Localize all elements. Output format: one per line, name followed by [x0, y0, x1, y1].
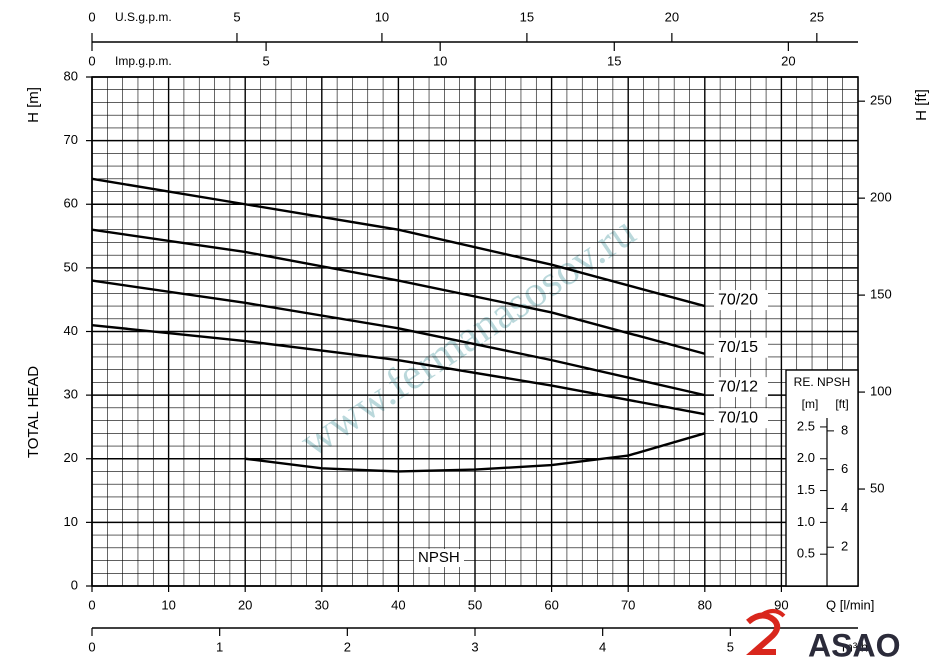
series-label-bg — [714, 408, 768, 429]
top-tick-label: 0 — [88, 53, 95, 68]
curve — [91, 228, 706, 355]
top-tick-label: 15 — [607, 53, 621, 68]
x-tick-label: 30 — [315, 597, 329, 612]
bottom-tick-label: 0 — [88, 639, 95, 654]
y-tick-label: 50 — [64, 259, 78, 274]
bottom-tick-label: 1 — [216, 639, 223, 654]
inset-title: RE. NPSH — [794, 375, 851, 389]
top-tick-label: 20 — [665, 9, 679, 24]
plot-frame — [91, 76, 859, 587]
inset-y-tick-label: 1.0 — [797, 514, 815, 529]
series-label: 70/15 — [718, 339, 758, 356]
y-tick-label: 40 — [64, 323, 78, 338]
x-axis-title: Q [l/min] — [826, 597, 874, 612]
npsh-label-bg — [414, 549, 464, 567]
logo-icon — [746, 612, 781, 655]
inset-y-tick-label: 0.5 — [797, 546, 815, 561]
y-axis-title: TOTAL HEAD — [25, 366, 42, 458]
series-label-bg — [714, 377, 768, 398]
x-tick-label: 20 — [238, 597, 252, 612]
inset-y2-tick-label: 4 — [841, 500, 848, 515]
bottom-tick-label: 4 — [599, 639, 606, 654]
series-label: 70/10 — [718, 409, 758, 426]
curve — [245, 432, 706, 473]
x-tick-label: 50 — [468, 597, 482, 612]
inset-y2-tick-label: 2 — [841, 539, 848, 554]
bottom-tick-label: 5 — [727, 639, 734, 654]
series-label-bg — [714, 337, 768, 358]
series-label: 70/12 — [718, 378, 758, 395]
y-tick-label: 60 — [64, 196, 78, 211]
y2-tick-label: 100 — [870, 384, 892, 399]
inset-y2-tick-label: 8 — [841, 422, 848, 437]
y-tick-label: 80 — [64, 68, 78, 83]
top-tick-label: 25 — [810, 9, 824, 24]
bottom-axis-title: m³/h — [842, 639, 868, 654]
y2-tick-label: 250 — [870, 93, 892, 108]
top-tick-label: 15 — [520, 9, 534, 24]
top-axis-title: U.S.g.p.m. — [115, 10, 172, 24]
top-tick-label: 5 — [262, 53, 269, 68]
x-tick-label: 0 — [88, 597, 95, 612]
top-tick-label: 10 — [433, 53, 447, 68]
y2-axis-title: H [ft] — [913, 89, 930, 121]
bottom-tick-label: 2 — [344, 639, 351, 654]
series-label: 70/20 — [718, 291, 758, 308]
curve — [91, 279, 706, 397]
top-tick-label: 10 — [375, 9, 389, 24]
inset-y-tick-label: 2.0 — [797, 450, 815, 465]
logo-text: ASAO — [808, 627, 900, 662]
top-tick-label: 20 — [781, 53, 795, 68]
npsh-label: NPSH — [418, 549, 460, 566]
y2-tick-label: 50 — [870, 480, 884, 495]
inset-y-tick-label: 2.5 — [797, 418, 815, 433]
x-tick-label: 70 — [621, 597, 635, 612]
bottom-tick-label: 3 — [471, 639, 478, 654]
y-tick-label: 10 — [64, 514, 78, 529]
inset-y2-title: [ft] — [835, 397, 848, 411]
y-axis-title: H [m] — [25, 87, 42, 123]
inset-y2-tick-label: 6 — [841, 461, 848, 476]
logo-icon — [758, 609, 786, 618]
y2-tick-label: 150 — [870, 287, 892, 302]
inset-box — [785, 369, 859, 587]
logo: ASAO — [746, 609, 900, 662]
y-tick-label: 30 — [64, 387, 78, 402]
y2-tick-label: 200 — [870, 190, 892, 205]
inset-y-tick-label: 1.5 — [797, 482, 815, 497]
top-tick-label: 5 — [233, 9, 240, 24]
series-label-bg — [714, 290, 768, 311]
y-tick-label: 20 — [64, 450, 78, 465]
x-tick-label: 60 — [544, 597, 558, 612]
x-tick-label: 40 — [391, 597, 405, 612]
x-tick-label: 90 — [774, 597, 788, 612]
y-tick-label: 0 — [71, 577, 78, 592]
x-tick-label: 80 — [698, 597, 712, 612]
top-tick-label: 0 — [88, 9, 95, 24]
top-axis-title: Imp.g.p.m. — [115, 54, 172, 68]
curve — [91, 177, 706, 308]
x-tick-label: 10 — [161, 597, 175, 612]
inset-y-title: [m] — [802, 397, 819, 411]
y-tick-label: 70 — [64, 132, 78, 147]
curve — [91, 323, 706, 416]
